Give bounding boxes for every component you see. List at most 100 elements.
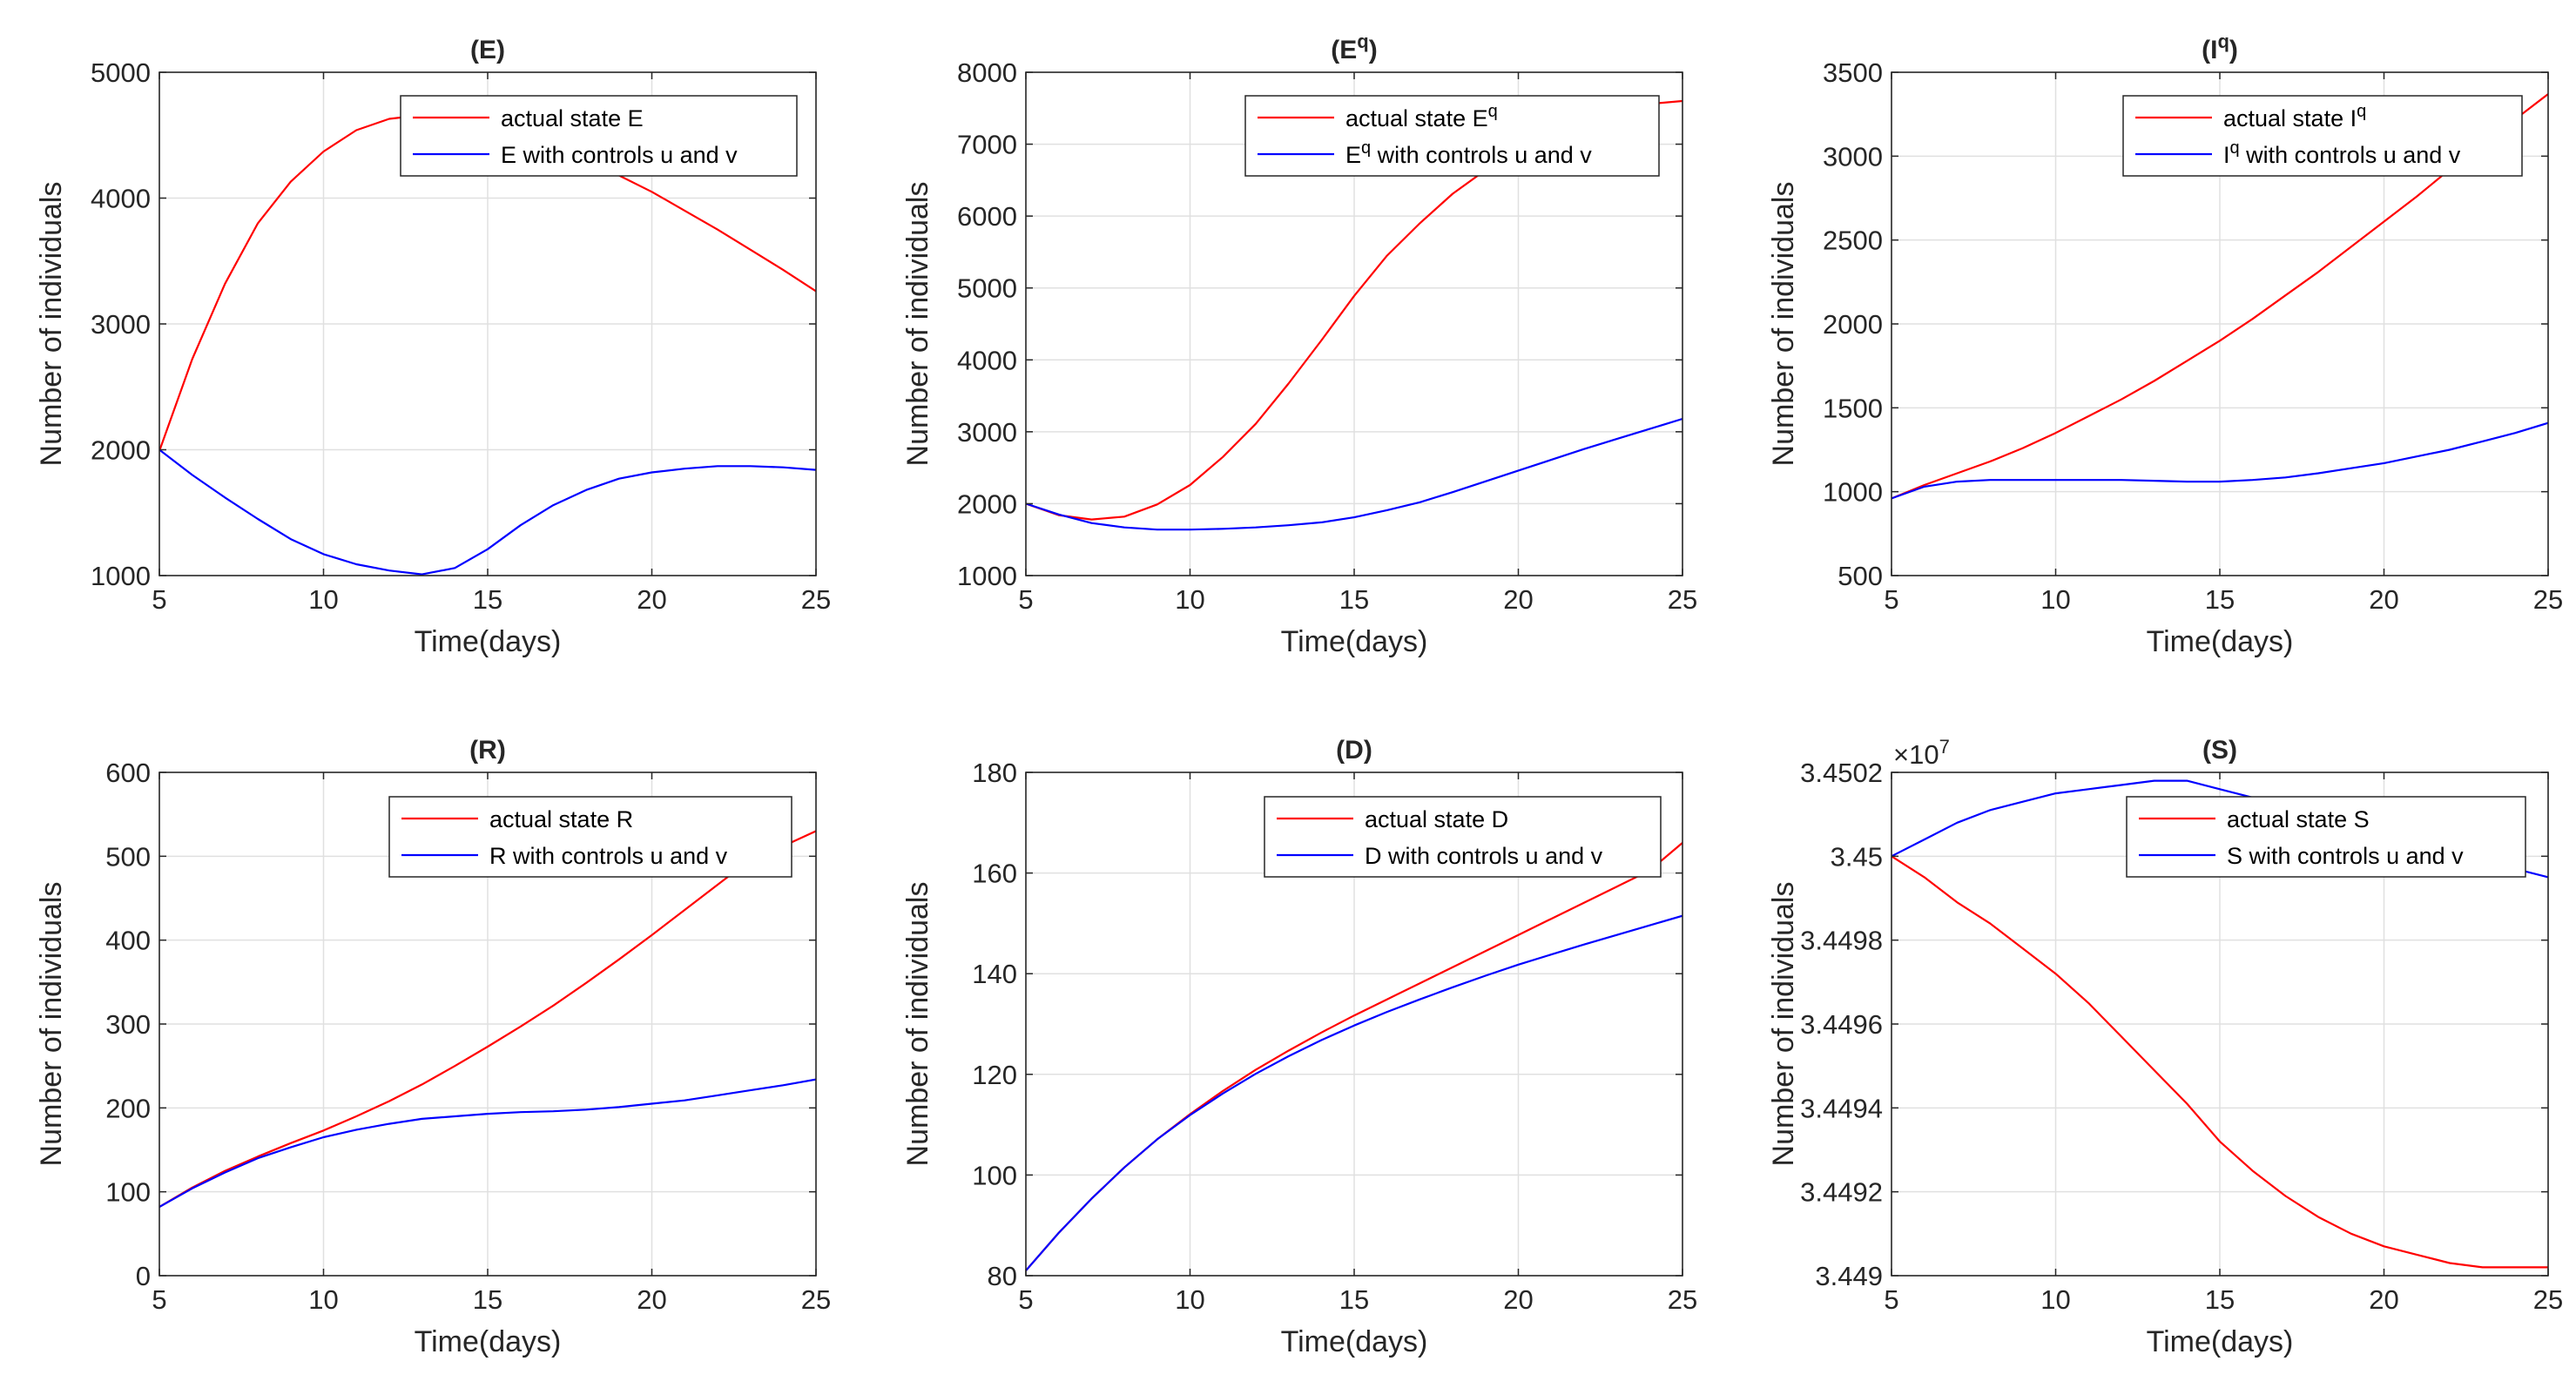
- x-tick-label: 10: [308, 584, 338, 615]
- y-tick-label: 500: [1838, 561, 1883, 591]
- y-tick-label: 140: [972, 959, 1017, 989]
- y-tick-label: 2000: [957, 488, 1017, 519]
- legend-label: actual state R: [489, 806, 633, 832]
- y-axis-label: Number of individuals: [35, 182, 68, 467]
- x-tick-label: 25: [801, 1284, 831, 1315]
- chart-title: (Eq): [1331, 30, 1377, 64]
- y-tick-label: 3.4498: [1800, 926, 1883, 956]
- x-tick-label: 5: [152, 1284, 166, 1315]
- chart-title: (E): [470, 36, 505, 64]
- y-tick-label: 400: [105, 926, 151, 956]
- legend-label: D with controls u and v: [1365, 843, 1603, 869]
- legend-label: S with controls u and v: [2227, 843, 2464, 869]
- x-tick-label: 15: [1339, 1284, 1369, 1315]
- y-tick-label: 5000: [91, 57, 151, 88]
- series-line-controlled: [159, 1078, 816, 1208]
- y-tick-label: 500: [105, 841, 151, 872]
- y-tick-label: 2000: [91, 435, 151, 466]
- legend-label: actual state E: [501, 105, 644, 131]
- chart-title: (Iq): [2202, 30, 2238, 64]
- x-axis-label: Time(days): [415, 625, 562, 658]
- y-tick-label: 3.449: [1815, 1261, 1883, 1291]
- x-tick-label: 15: [2205, 1284, 2235, 1315]
- chart-panel-5: 5 10 15 20 25 80 100 120 140 160 180 (D) Time(days) N…: [901, 736, 1697, 1358]
- legend: actual state R R with controls u and v: [388, 796, 792, 878]
- x-tick-label: 10: [308, 1284, 338, 1315]
- chart-title: (S): [2202, 736, 2237, 765]
- x-tick-label: 25: [1668, 1284, 1697, 1315]
- y-tick-label: 2500: [1823, 226, 1883, 256]
- y-tick-label: 3.4492: [1800, 1177, 1883, 1208]
- legend-box: [400, 95, 798, 177]
- x-tick-label: 15: [1339, 584, 1369, 615]
- x-tick-label: 5: [1018, 1284, 1033, 1315]
- x-tick-label: 20: [637, 1284, 666, 1315]
- y-tick-label: 1000: [957, 561, 1017, 591]
- legend: actual state Eq Eq with controls u and v: [1244, 95, 1660, 177]
- series-line-controlled: [159, 448, 816, 576]
- x-tick-label: 15: [473, 584, 502, 615]
- legend-box: [1244, 95, 1660, 177]
- chart-panel-3: 5 10 15 20 25 500 1000 1500 2000 2500 3000 3500 (Iq)…: [1767, 30, 2563, 658]
- x-tick-label: 20: [1503, 584, 1533, 615]
- legend-label: Eq with controls u and v: [1345, 138, 1592, 168]
- legend-label: actual state S: [2227, 806, 2370, 832]
- legend-label: actual state Iq: [2223, 102, 2366, 131]
- y-axis-label: Number of individuals: [1767, 182, 1800, 467]
- x-tick-label: 5: [152, 584, 166, 615]
- x-tick-label: 20: [637, 584, 666, 615]
- y-tick-label: 3000: [1823, 141, 1883, 172]
- x-tick-label: 5: [1884, 1284, 1898, 1315]
- legend-label: actual state D: [1365, 806, 1508, 832]
- x-tick-label: 5: [1884, 584, 1898, 615]
- series-line-controlled: [1026, 417, 1682, 531]
- y-tick-label: 6000: [957, 201, 1017, 232]
- y-tick-label: 100: [972, 1160, 1017, 1190]
- y-axis-label: Number of individuals: [901, 182, 934, 467]
- legend-label: Iq with controls u and v: [2223, 138, 2461, 168]
- y-tick-label: 0: [136, 1261, 151, 1291]
- x-tick-label: 10: [2040, 584, 2070, 615]
- x-tick-label: 25: [801, 584, 831, 615]
- legend-label: E with controls u and v: [501, 142, 738, 168]
- y-tick-label: 180: [972, 758, 1017, 788]
- x-tick-label: 25: [1668, 584, 1697, 615]
- y-tick-label: 4000: [91, 184, 151, 214]
- y-tick-label: 3.45: [1831, 841, 1883, 872]
- y-tick-label: 3500: [1823, 57, 1883, 88]
- y-axis-label: Number of individuals: [901, 882, 934, 1167]
- y-axis-label: Number of individuals: [1767, 882, 1800, 1167]
- y-tick-label: 3.4496: [1800, 1009, 1883, 1040]
- legend: actual state S S with controls u and v: [2126, 796, 2526, 878]
- x-tick-label: 10: [1175, 1284, 1204, 1315]
- y-exponent-label: ×107: [1893, 736, 1950, 770]
- legend-label: actual state Eq: [1345, 102, 1498, 131]
- y-tick-label: 200: [105, 1093, 151, 1123]
- chart-title: (R): [469, 736, 506, 765]
- y-tick-label: 8000: [957, 57, 1017, 88]
- legend: actual state D D with controls u and v: [1264, 796, 1662, 878]
- y-tick-label: 300: [105, 1009, 151, 1040]
- y-tick-label: 600: [105, 758, 151, 788]
- y-tick-label: 1000: [91, 561, 151, 591]
- legend: actual state E E with controls u and v: [400, 95, 798, 177]
- x-tick-label: 20: [2369, 584, 2398, 615]
- chart-panel-4: 5 10 15 20 25 0 100 200 300 400 500 600 (R) Time(days…: [35, 736, 831, 1358]
- x-tick-label: 25: [2533, 584, 2563, 615]
- legend-label: R with controls u and v: [489, 843, 728, 869]
- legend-box: [2126, 796, 2526, 878]
- x-tick-label: 20: [1503, 1284, 1533, 1315]
- y-tick-label: 80: [988, 1261, 1017, 1291]
- y-tick-label: 1000: [1823, 477, 1883, 508]
- y-tick-label: 7000: [957, 130, 1017, 160]
- series-line-actual: [1892, 93, 2548, 500]
- x-tick-label: 10: [1175, 584, 1204, 615]
- y-tick-label: 100: [105, 1177, 151, 1208]
- x-tick-label: 15: [473, 1284, 502, 1315]
- y-tick-label: 5000: [957, 273, 1017, 304]
- y-tick-label: 4000: [957, 345, 1017, 375]
- series-line-actual: [159, 830, 816, 1208]
- legend: actual state Iq Iq with controls u and v: [2122, 95, 2523, 177]
- x-tick-label: 15: [2205, 584, 2235, 615]
